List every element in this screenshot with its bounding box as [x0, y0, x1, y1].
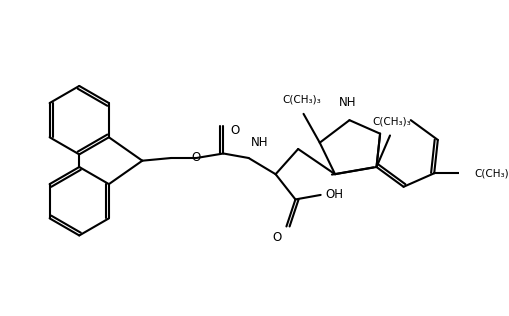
- Text: NH: NH: [251, 136, 268, 149]
- Text: O: O: [191, 151, 201, 164]
- Text: O: O: [272, 231, 281, 244]
- Text: OH: OH: [325, 188, 343, 201]
- Text: NH: NH: [338, 96, 356, 109]
- Text: C(CH₃)₃: C(CH₃)₃: [372, 117, 410, 126]
- Text: O: O: [230, 125, 239, 137]
- Text: C(CH₃)₃: C(CH₃)₃: [282, 95, 321, 105]
- Text: C(CH₃)₃: C(CH₃)₃: [474, 168, 509, 178]
